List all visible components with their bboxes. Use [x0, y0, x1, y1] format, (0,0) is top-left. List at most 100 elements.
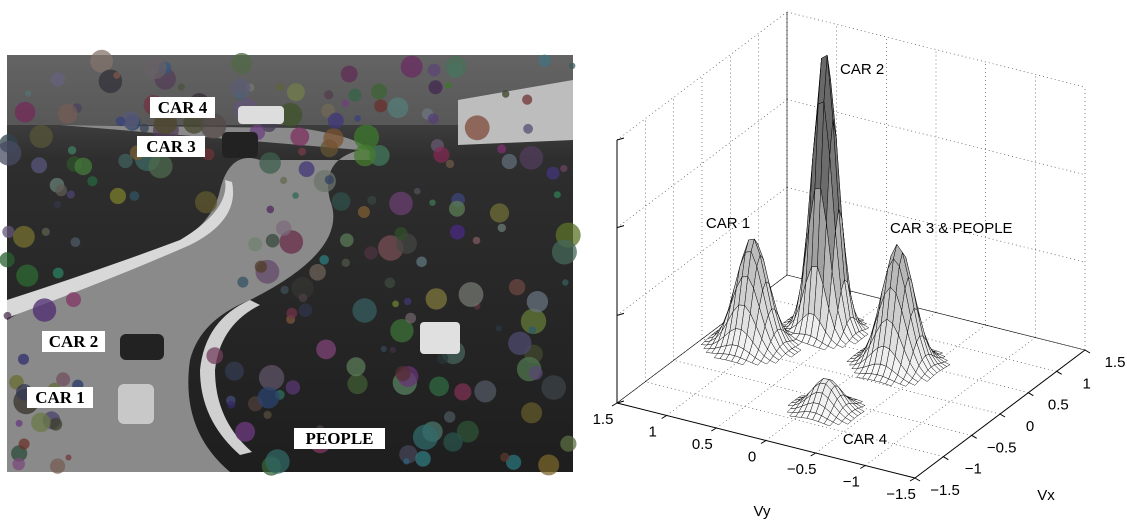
vx-tick: [1028, 393, 1033, 396]
peak-label: CAR 2: [840, 61, 884, 78]
vy-tick: [761, 441, 766, 444]
tree: [148, 154, 172, 178]
plot-3d: 1.510.50−0.5−1−1.5−1.5−1−0.500.511.5VyVx…: [593, 12, 1126, 520]
tree: [31, 413, 51, 433]
tree: [474, 380, 496, 402]
vy-tick: [860, 466, 865, 469]
tree: [292, 192, 299, 199]
tree: [276, 83, 284, 91]
tree: [325, 175, 334, 184]
vy-tick: [662, 416, 667, 419]
object-label: CAR 1: [35, 388, 85, 407]
tree: [264, 411, 272, 419]
tree: [437, 353, 448, 364]
tree: [31, 157, 47, 173]
tree: [68, 146, 76, 154]
tree: [428, 64, 441, 77]
tree: [538, 454, 559, 475]
tree: [259, 365, 284, 390]
tree: [429, 80, 443, 94]
tree: [347, 357, 366, 376]
vy-tick: [612, 403, 617, 406]
tree: [248, 237, 262, 251]
object-label: CAR 2: [49, 332, 99, 351]
tree: [227, 401, 235, 409]
object-label: PEOPLE: [305, 429, 373, 448]
floor-grid-line: [645, 382, 943, 457]
tree: [392, 301, 399, 308]
tree: [118, 154, 132, 168]
tree: [299, 294, 308, 303]
vy-tick: [711, 428, 716, 431]
photo: CAR 4 CAR 3 CAR 2 CAR 1 PEOPLE: [0, 50, 581, 476]
vy-tick: [811, 453, 816, 456]
tree: [446, 160, 454, 168]
object-label: CAR 4: [158, 98, 208, 117]
tree: [405, 313, 416, 324]
tree: [529, 326, 536, 333]
tree: [429, 377, 449, 397]
z-tick: [617, 138, 624, 140]
tree: [67, 191, 75, 199]
figure: CAR 4CAR 3CAR 2CAR 1PEOPLE 1.510.50−0.5−…: [0, 0, 1127, 523]
vy-tick: [910, 478, 915, 481]
vx-tick: [972, 435, 977, 438]
tree: [231, 79, 251, 99]
tree: [490, 203, 509, 222]
tree: [401, 56, 423, 78]
tree: [316, 340, 336, 360]
tree: [0, 252, 15, 267]
tree: [237, 277, 248, 288]
vx-axis-label: Vx: [1037, 487, 1055, 504]
tree: [340, 233, 354, 247]
tree: [299, 161, 315, 177]
tree: [319, 255, 329, 265]
tree: [342, 100, 349, 107]
car: [238, 106, 284, 124]
tree: [90, 50, 113, 73]
vx-tick-label: −1: [965, 461, 982, 478]
tree: [569, 63, 575, 69]
tree: [33, 298, 56, 321]
tree: [416, 257, 427, 268]
tree: [58, 104, 78, 124]
tree: [541, 375, 566, 400]
tree: [554, 191, 561, 198]
tree: [523, 124, 533, 134]
tree: [206, 347, 223, 364]
tree: [259, 152, 281, 174]
tree: [110, 188, 126, 204]
tree: [341, 66, 358, 83]
tree: [522, 95, 532, 105]
vy-tick-label: 1.5: [593, 411, 614, 428]
tree: [280, 177, 287, 184]
vx-tick-label: 1: [1082, 375, 1090, 392]
tree: [429, 200, 435, 206]
tree: [12, 458, 25, 471]
tree: [426, 288, 447, 309]
tree: [116, 117, 126, 127]
tree: [50, 459, 65, 474]
z-tick: [617, 226, 624, 228]
tree: [19, 439, 30, 450]
tree: [54, 201, 62, 209]
vx-tick: [943, 457, 948, 460]
object-label: CAR 3: [146, 137, 196, 156]
tree: [389, 192, 413, 216]
tree: [53, 268, 64, 279]
car: [118, 384, 154, 424]
vy-tick-label: −1.5: [886, 486, 916, 503]
tree: [352, 298, 376, 322]
tree: [547, 167, 560, 180]
tree: [323, 128, 343, 148]
tree: [66, 292, 81, 307]
tree: [144, 57, 167, 80]
tree: [445, 82, 452, 89]
tree: [265, 449, 289, 473]
vx-tick-label: 0: [1026, 418, 1034, 435]
tree: [381, 346, 387, 352]
tree: [497, 144, 506, 153]
tree: [15, 102, 36, 123]
vx-tick-label: −0.5: [987, 439, 1017, 456]
tree: [395, 227, 408, 240]
